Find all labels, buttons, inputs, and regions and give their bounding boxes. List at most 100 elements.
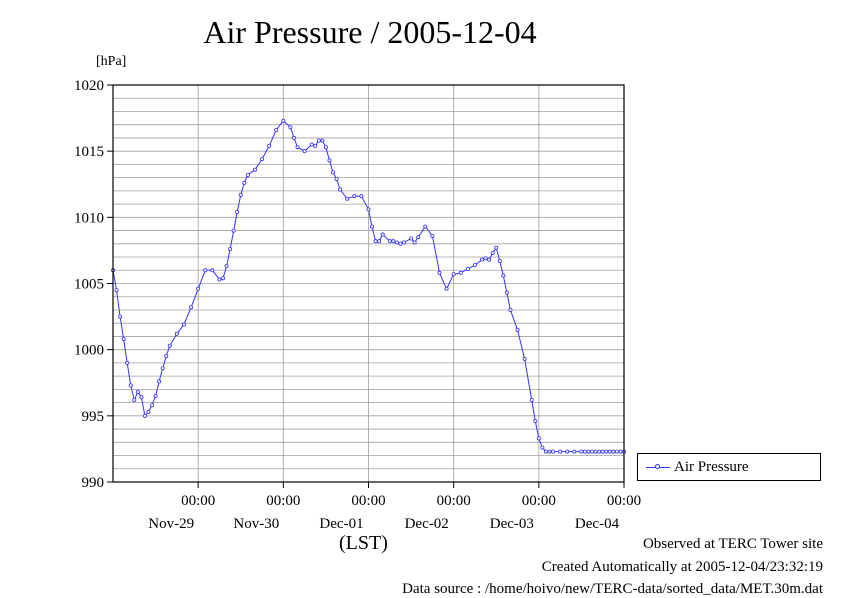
data-point bbox=[121, 337, 126, 342]
data-point bbox=[579, 449, 584, 454]
data-point bbox=[593, 449, 598, 454]
data-point bbox=[132, 397, 137, 402]
data-point bbox=[345, 196, 350, 201]
footer-observed: Observed at TERC Tower site bbox=[642, 536, 823, 552]
tick-labels: 990 995 1000 1005 1010 1015 1020 00:00 Nov-29 00:… bbox=[74, 78, 641, 532]
data-point bbox=[338, 187, 343, 192]
data-point bbox=[210, 268, 215, 273]
data-point bbox=[472, 262, 477, 267]
data-point bbox=[245, 172, 250, 177]
y-axis-unit-label: [hPa] bbox=[96, 54, 127, 69]
data-point bbox=[380, 232, 385, 237]
data-point bbox=[316, 138, 321, 143]
data-point bbox=[444, 286, 449, 291]
data-point bbox=[529, 397, 534, 402]
data-point bbox=[487, 257, 492, 262]
data-point bbox=[565, 449, 570, 454]
data-point bbox=[313, 143, 318, 148]
footer-source: Data source : /home/hoivo/new/TERC-data/… bbox=[402, 581, 823, 597]
data-point bbox=[189, 305, 194, 310]
legend-marker-icon bbox=[646, 464, 670, 469]
data-point bbox=[582, 449, 587, 454]
data-point bbox=[260, 157, 265, 162]
x-tick-date-label: Dec-04 bbox=[575, 516, 620, 532]
data-point bbox=[370, 224, 375, 229]
data-point bbox=[359, 194, 364, 199]
y-tick-label: 990 bbox=[82, 475, 105, 491]
x-tick-time-label: 00:00 bbox=[607, 493, 641, 509]
data-point bbox=[221, 276, 226, 281]
data-point bbox=[231, 228, 236, 233]
data-point bbox=[281, 118, 286, 123]
series-air-pressure bbox=[111, 118, 627, 454]
data-point bbox=[164, 354, 169, 359]
y-tick-label: 995 bbox=[82, 409, 105, 425]
data-point bbox=[540, 445, 545, 450]
data-point bbox=[398, 241, 403, 246]
data-point bbox=[352, 194, 357, 199]
data-point bbox=[412, 240, 417, 245]
data-point bbox=[533, 419, 538, 424]
data-point bbox=[490, 251, 495, 256]
data-point bbox=[228, 247, 233, 252]
y-tick-label: 1000 bbox=[74, 343, 104, 359]
legend: Air Pressure bbox=[637, 453, 821, 481]
x-tick-date-label: Nov-29 bbox=[148, 516, 194, 532]
data-point bbox=[551, 449, 556, 454]
data-point bbox=[160, 366, 165, 371]
data-point bbox=[504, 290, 509, 295]
data-point bbox=[430, 233, 435, 238]
data-point bbox=[401, 240, 406, 245]
data-point bbox=[394, 240, 399, 245]
data-point bbox=[327, 158, 332, 163]
data-point bbox=[416, 235, 421, 240]
data-point bbox=[458, 270, 463, 275]
y-tick-label: 1010 bbox=[74, 210, 104, 226]
data-point bbox=[536, 436, 541, 441]
data-point bbox=[295, 145, 300, 150]
data-point bbox=[377, 239, 382, 244]
data-point bbox=[146, 409, 151, 414]
x-tick-date-label: Nov-30 bbox=[233, 516, 279, 532]
data-point bbox=[604, 449, 609, 454]
data-point bbox=[235, 210, 240, 215]
data-point bbox=[267, 143, 272, 148]
data-point bbox=[611, 449, 616, 454]
data-point bbox=[114, 288, 119, 293]
footer-created: Created Automatically at 2005-12-04/23:3… bbox=[541, 559, 823, 575]
data-point bbox=[331, 170, 336, 175]
data-point bbox=[618, 449, 623, 454]
legend-label: Air Pressure bbox=[674, 459, 749, 475]
data-point bbox=[437, 270, 442, 275]
data-point bbox=[547, 449, 552, 454]
chart-title: Air Pressure / 2005-12-04 bbox=[203, 14, 537, 50]
data-point bbox=[167, 343, 172, 348]
data-point bbox=[586, 449, 591, 454]
data-point bbox=[252, 167, 257, 172]
data-point bbox=[451, 272, 456, 277]
data-point bbox=[274, 127, 279, 132]
data-point bbox=[391, 239, 396, 244]
y-tick-label: 1005 bbox=[74, 277, 104, 293]
data-point bbox=[590, 449, 595, 454]
data-point bbox=[597, 449, 602, 454]
data-point bbox=[302, 149, 307, 154]
x-tick-date-label: Dec-02 bbox=[405, 516, 449, 532]
axes bbox=[107, 84, 625, 488]
x-tick-time-label: 00:00 bbox=[181, 493, 215, 509]
data-point bbox=[522, 356, 527, 361]
data-point bbox=[153, 393, 158, 398]
data-point bbox=[387, 239, 392, 244]
x-tick-date-label: Dec-03 bbox=[490, 516, 534, 532]
data-point bbox=[600, 449, 605, 454]
data-point bbox=[558, 449, 563, 454]
data-point bbox=[288, 125, 293, 130]
data-point bbox=[323, 145, 328, 150]
data-point bbox=[128, 383, 133, 388]
data-point bbox=[607, 449, 612, 454]
x-axis-caption: (LST) bbox=[339, 532, 388, 554]
data-point bbox=[224, 264, 229, 269]
data-point bbox=[174, 331, 179, 336]
data-point bbox=[135, 390, 140, 395]
data-point bbox=[157, 379, 162, 384]
